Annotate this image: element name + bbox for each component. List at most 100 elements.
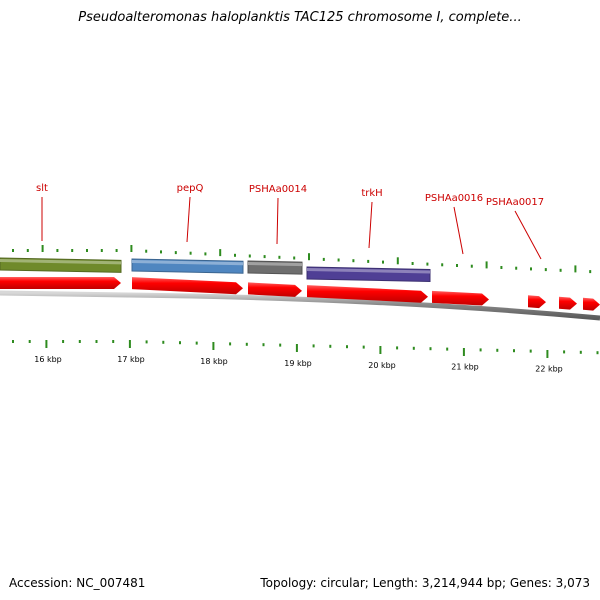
track-tick [189,251,192,255]
tick-track-top [12,245,592,274]
track-tick [382,260,384,264]
scale-label: 21 kbp [451,363,479,372]
track-tick [263,255,266,259]
track-tick [470,264,473,268]
scale-label: 17 kbp [117,355,145,364]
track-tick [352,259,355,263]
track-tick [56,249,59,252]
ruler-tick [596,351,599,355]
ruler-tick [78,340,81,343]
ruler-tick [362,345,365,349]
cds-arrow [559,296,577,310]
ruler-tick [529,349,532,353]
track-tick [559,268,562,272]
gene-bar-highlight [248,262,302,267]
track-tick [12,249,14,252]
scale-label: 20 kbp [368,361,396,370]
ruler-tick [479,348,482,352]
track-tick [396,257,399,265]
ruler-tick [12,340,14,343]
track-tick [86,249,88,252]
cds-arrow [132,277,243,295]
track-tick [145,249,148,253]
ruler-tick [162,340,165,344]
track-tick [160,250,162,254]
track-tick [515,266,518,270]
gene-label-trkh: trkH [361,188,382,199]
gene-label-pshaa0017: PSHAa0017 [486,197,544,208]
ruler-tick [396,346,399,350]
cds-arrow [528,295,546,309]
gene-label-pshaa0016: PSHAa0016 [425,193,483,204]
ruler-tick [62,340,65,343]
ruler-tick [462,348,465,356]
gene-label-slt: slt [36,183,48,194]
ruler-tick [28,340,31,343]
track-tick [26,249,29,252]
cds-arrow [307,285,428,303]
sequence-title: Pseudoalteromonas haloplanktis TAC125 ch… [78,10,522,25]
gene-leader-line [453,206,464,255]
track-tick [204,252,207,256]
cds-track [0,277,600,311]
accession-text: Accession: NC_007481 [9,576,146,590]
track-tick [322,257,325,261]
ruler-tick [45,340,48,348]
scale-label: 16 kbp [34,355,62,364]
track-tick [574,265,577,273]
ruler-tick [412,346,415,350]
track-tick [219,249,222,257]
track-tick [41,245,44,252]
track-tick [234,253,236,257]
track-tick [100,249,103,252]
gene-label-pepq: pepQ [177,183,204,194]
track-tick [71,249,74,252]
chromosome-backbone-group [0,290,600,321]
ruler-tick [312,344,315,348]
ruler-tick [229,342,232,346]
track-tick [174,251,177,255]
ruler-tick [429,347,432,351]
track-tick [130,245,133,252]
gene-leader-line [186,196,191,243]
ruler-tick [245,342,248,346]
scale-label: 22 kbp [535,365,563,374]
track-tick [115,249,118,252]
ruler-tick [546,350,549,358]
track-tick [589,270,592,274]
track-tick [278,255,281,259]
track-tick [367,259,370,263]
ruler-tick [112,340,115,343]
gene-bar-highlight [307,268,430,274]
gene-label-layer: slt pepQ PSHAa0014 trkH PSHAa0016 PSHAa0017 [36,183,544,260]
track-tick [441,263,444,267]
cds-arrow [432,290,489,306]
ruler-tick [295,344,298,352]
ruler-tick [128,340,131,348]
scale-label: 19 kbp [284,359,312,368]
track-tick [411,262,414,265]
ruler-tick [179,341,181,345]
track-tick [456,264,458,267]
gene-bar-highlight [0,259,121,265]
ruler-tick [513,349,515,353]
ruler-tick [279,343,282,347]
ruler-tick [496,348,499,352]
track-tick [293,256,296,260]
cds-arrow [248,282,302,297]
track-tick [426,262,429,266]
ruler-tick [346,345,348,349]
track-tick [485,261,488,269]
track-tick [544,268,547,272]
ruler-tick [145,340,148,344]
ruler-tick [579,350,582,354]
track-tick [248,254,251,258]
ruler-tick [262,343,265,347]
gene-leader-line [514,210,542,260]
ruler-tick [563,350,566,354]
ruler-tick [329,344,332,348]
gene-track [0,257,431,283]
cds-arrow [583,297,600,311]
